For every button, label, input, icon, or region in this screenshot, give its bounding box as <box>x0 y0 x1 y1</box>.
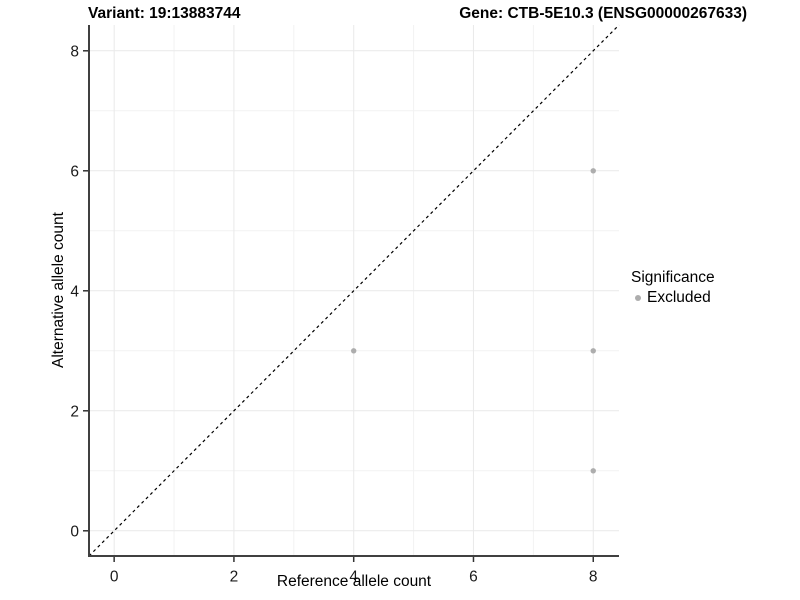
x-tick-label: 0 <box>110 568 119 585</box>
data-point <box>590 348 596 354</box>
x-axis-title: Reference allele count <box>276 573 432 590</box>
identity-dashed-line <box>88 24 620 557</box>
variant-title: Variant: 19:13883744 <box>88 5 241 22</box>
legend-title: Significance <box>631 269 715 286</box>
data-point <box>590 168 596 174</box>
y-axis-title: Alternative allele count <box>50 212 67 368</box>
y-tick-label: 6 <box>70 163 79 180</box>
legend-item-label: Excluded <box>647 289 711 306</box>
y-tick-label: 8 <box>70 43 79 60</box>
data-point <box>590 468 596 474</box>
legend-item-excluded: Excluded <box>631 289 715 307</box>
x-tick-label: 6 <box>469 568 478 585</box>
data-point <box>351 348 357 354</box>
y-tick-label: 2 <box>70 403 79 420</box>
x-tick-label: 8 <box>589 568 598 585</box>
legend: Significance Excluded <box>631 268 715 307</box>
gene-title: Gene: CTB-5E10.3 (ENSG00000267633) <box>459 5 747 22</box>
legend-point-swatch-icon <box>635 295 641 301</box>
y-tick-label: 0 <box>70 523 79 540</box>
x-tick-label: 4 <box>349 568 358 585</box>
x-tick-label: 2 <box>230 568 239 585</box>
y-tick-label: 4 <box>70 283 79 300</box>
